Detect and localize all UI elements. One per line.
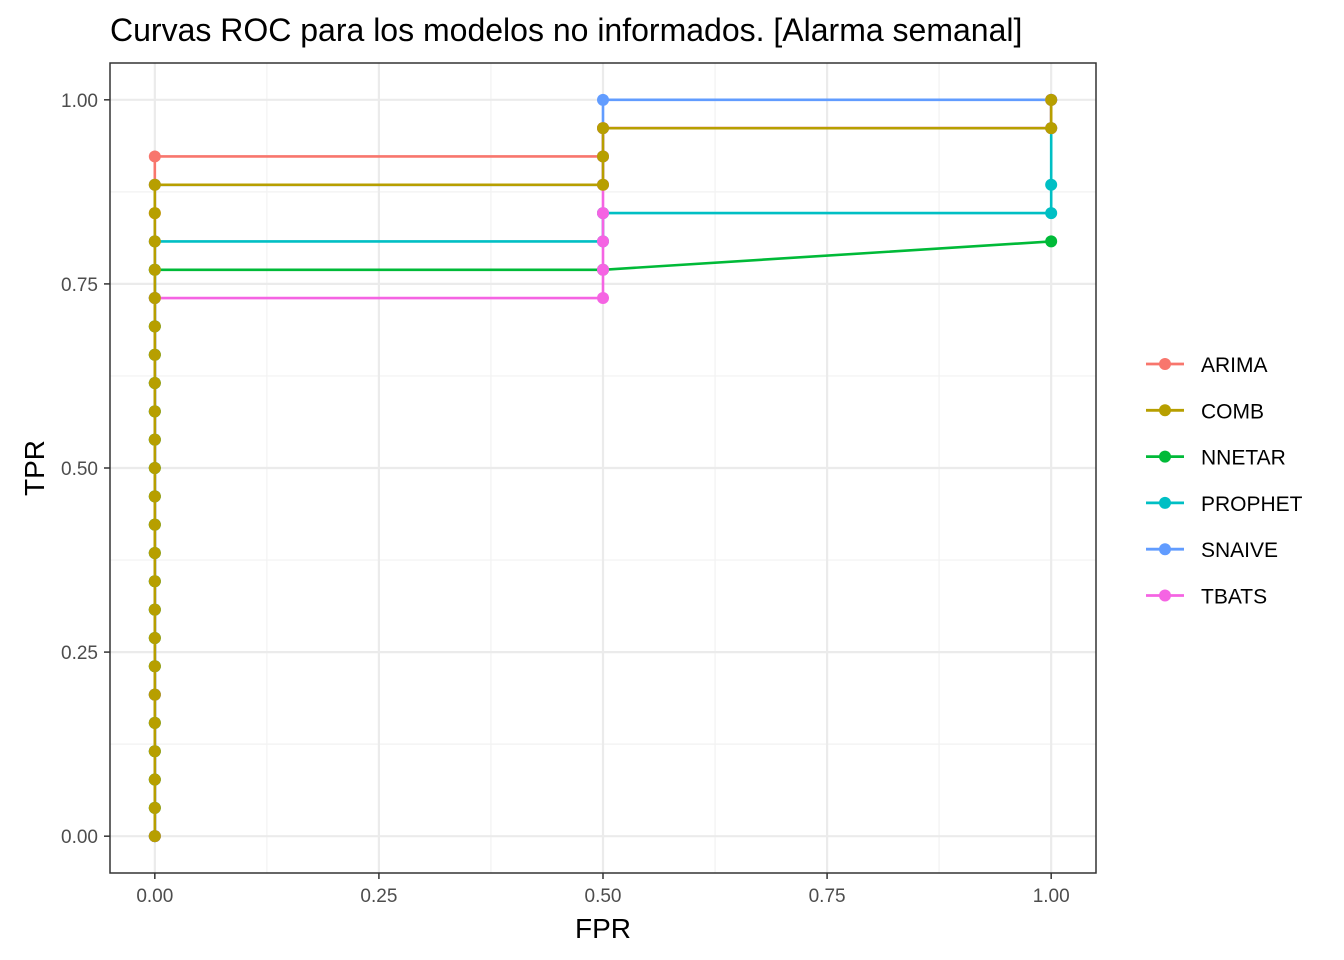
y-tick-label: 0.50: [61, 459, 98, 480]
legend-key-point: [1159, 496, 1171, 509]
data-point-comb: [148, 320, 161, 333]
legend-item-nnetar: NNETAR: [1146, 447, 1286, 470]
data-point-comb: [148, 546, 161, 559]
data-point-comb: [148, 490, 161, 503]
data-point-comb: [1045, 93, 1058, 106]
data-point-comb: [148, 575, 161, 588]
legend-label: COMB: [1201, 400, 1264, 423]
x-tick-label: 0.25: [360, 886, 397, 907]
data-point-arima: [148, 150, 161, 163]
data-point-comb: [148, 688, 161, 701]
y-tick-label: 0.25: [61, 643, 98, 664]
data-point-comb: [148, 377, 161, 390]
data-point-comb: [597, 150, 609, 163]
x-tick-label: 0.00: [136, 886, 173, 907]
series-layer: [148, 93, 1058, 843]
legend-key-point: [1159, 450, 1171, 463]
legend-label: NNETAR: [1201, 447, 1286, 470]
data-point-comb: [148, 263, 161, 276]
x-axis: 0.00 0.25 0.50 0.75 1.00: [136, 873, 1070, 907]
data-point-tbats: [597, 207, 609, 220]
series-comb: [148, 93, 1058, 843]
y-axis: 0.00 0.25 0.50 0.75 1.00: [61, 91, 110, 848]
data-point-comb: [148, 745, 161, 758]
y-tick-label: 1.00: [61, 91, 98, 112]
legend-label: TBATS: [1201, 586, 1267, 609]
legend-key-point: [1159, 543, 1171, 556]
data-point-comb: [148, 348, 161, 361]
data-point-comb: [148, 518, 161, 531]
data-point-comb: [148, 773, 161, 786]
data-point-comb: [148, 207, 161, 220]
x-tick-label: 1.00: [1033, 886, 1070, 907]
data-point-snaive: [597, 93, 609, 106]
legend-item-arima: ARIMA: [1146, 354, 1268, 377]
data-point-comb: [597, 122, 609, 135]
x-axis-title: FPR: [575, 913, 631, 944]
y-tick-label: 0.00: [61, 827, 98, 848]
data-point-comb: [148, 462, 161, 474]
legend-key-point: [1159, 404, 1171, 417]
data-point-comb: [148, 178, 161, 191]
legend-item-snaive: SNAIVE: [1146, 539, 1278, 562]
legend-label: SNAIVE: [1201, 539, 1278, 562]
legend-label: PROPHET: [1201, 493, 1303, 516]
panel-border: [109, 62, 1097, 874]
x-tick-label: 0.75: [809, 886, 846, 907]
legend-key-point: [1159, 358, 1171, 370]
data-point-comb: [148, 716, 161, 729]
data-point-prophet: [1045, 178, 1058, 191]
chart-title: Curvas ROC para los modelos no informado…: [110, 12, 1022, 48]
y-tick-label: 0.75: [61, 275, 98, 296]
data-point-comb: [597, 178, 609, 191]
data-point-tbats: [597, 235, 609, 248]
legend-label: ARIMA: [1201, 354, 1268, 377]
y-axis-title: TPR: [19, 440, 50, 496]
data-point-comb: [148, 292, 161, 305]
data-point-comb: [148, 433, 161, 446]
data-point-comb: [148, 603, 161, 616]
data-point-comb: [148, 235, 161, 248]
data-point-tbats: [597, 292, 609, 305]
data-point-comb: [148, 660, 161, 673]
data-point-comb: [148, 631, 161, 644]
data-point-comb: [148, 801, 161, 814]
legend-item-prophet: PROPHET: [1146, 493, 1303, 516]
data-point-comb: [148, 830, 161, 843]
legend: ARIMA COMB NNETAR PROPHET SNAIVE TBATS: [1146, 354, 1303, 609]
data-point-comb: [1045, 122, 1058, 135]
data-point-tbats: [597, 263, 609, 276]
data-point-nnetar: [1045, 235, 1058, 248]
legend-item-tbats: TBATS: [1146, 586, 1267, 609]
x-tick-label: 0.50: [585, 886, 622, 907]
data-point-prophet: [1045, 207, 1058, 220]
data-point-comb: [148, 405, 161, 418]
legend-key-point: [1159, 589, 1171, 602]
legend-item-comb: COMB: [1146, 400, 1264, 423]
